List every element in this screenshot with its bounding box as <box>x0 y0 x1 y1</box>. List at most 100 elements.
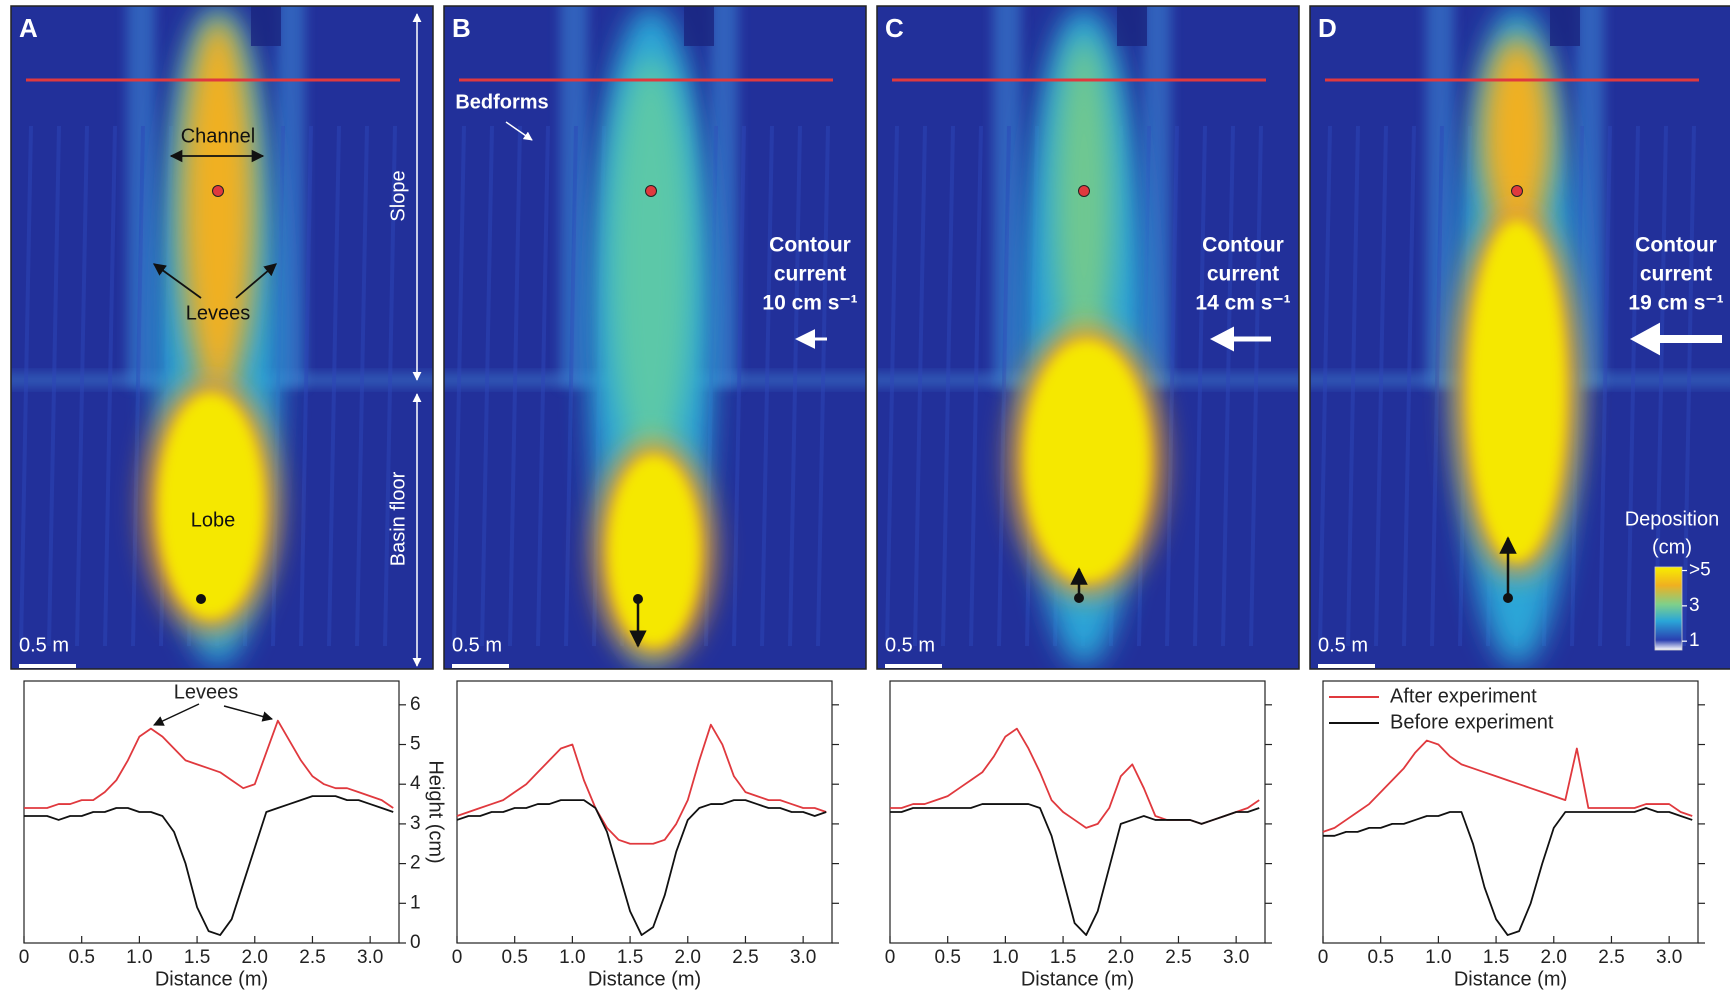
bedform <box>1193 125 1207 647</box>
x-tick-label: 0.5 <box>501 947 527 968</box>
bedform <box>536 125 550 647</box>
scale-label: 0.5 m <box>1318 634 1368 656</box>
current-label: current <box>1207 263 1279 286</box>
x-tick-label: 1.0 <box>559 947 585 968</box>
bedform <box>47 125 61 647</box>
bedform <box>969 125 983 647</box>
bedform <box>480 125 494 647</box>
bedform <box>1626 125 1640 647</box>
bedform <box>508 125 522 647</box>
profile-line <box>456 799 827 936</box>
y-tick-label: 3 <box>410 813 421 834</box>
black-point <box>1074 593 1084 603</box>
plot-frame <box>456 680 833 944</box>
lobe-fill <box>609 456 699 646</box>
bedform <box>1654 125 1668 647</box>
map-image <box>877 6 1299 669</box>
annotation-arrow <box>223 705 274 722</box>
legend-label: After experiment <box>1390 685 1537 707</box>
x-tick-label: 0.5 <box>1367 947 1393 968</box>
red-point <box>645 185 657 197</box>
plot-frame <box>23 680 400 944</box>
bedform <box>941 125 955 647</box>
y-tick-label: 2 <box>410 853 421 874</box>
map-image <box>444 6 866 669</box>
bedform <box>564 125 578 647</box>
x-tick-label: 0.5 <box>68 947 94 968</box>
colorbar-tick-label: 1 <box>1689 630 1700 651</box>
y-tick-label: 1 <box>410 892 421 913</box>
bedform <box>1374 125 1388 647</box>
map-frame <box>10 5 434 670</box>
x-tick-label: 3.0 <box>357 947 383 968</box>
x-axis-label: Distance (m) <box>1021 968 1134 990</box>
colorbar-tick-label: >5 <box>1689 560 1711 581</box>
current-label: 19 cm s⁻¹ <box>1628 292 1723 315</box>
colorbar-title: (cm) <box>1652 536 1692 558</box>
lobe-label: Lobe <box>191 509 236 531</box>
map-panel: A 0.5 m Channel Levees Lobe Slope Basin floor <box>10 5 434 670</box>
x-tick-label: 2.5 <box>299 947 325 968</box>
black-point <box>196 594 206 604</box>
current-arrowhead <box>1210 326 1234 352</box>
current-label: Contour <box>1635 234 1717 257</box>
y-tick-label: 5 <box>410 734 421 755</box>
profile-line <box>24 719 394 809</box>
panel-letter: D <box>1318 13 1337 43</box>
current-label: Contour <box>769 234 851 257</box>
lobe-fill <box>159 394 263 618</box>
x-tick-label: 1.5 <box>1050 947 1076 968</box>
slope-label: Slope <box>387 170 409 221</box>
x-tick-label: 3.0 <box>1223 947 1249 968</box>
x-tick-label: 1.5 <box>184 947 210 968</box>
x-tick-label: 0 <box>452 947 463 968</box>
profile-line <box>1322 739 1693 833</box>
panel-letter: C <box>885 13 904 43</box>
scale-label: 0.5 m <box>19 634 69 656</box>
plot-frame <box>1322 680 1699 944</box>
panel-letter: A <box>19 13 38 43</box>
top-strip <box>251 6 281 46</box>
bedform <box>355 125 369 647</box>
map-panel: B 0.5 m Bedforms Contour current 10 cm s⁻¹ <box>443 5 867 670</box>
levees-label: Levees <box>186 302 251 324</box>
bedform <box>1598 125 1612 647</box>
channel-fill <box>1481 36 1553 236</box>
current-label: 14 cm s⁻¹ <box>1195 292 1290 315</box>
x-axis-label: Distance (m) <box>1454 968 1567 990</box>
top-strip <box>684 6 714 46</box>
bedform <box>1221 125 1235 647</box>
x-axis-label: Distance (m) <box>588 968 701 990</box>
bedform <box>75 125 89 647</box>
basin-label: Basin floor <box>387 471 409 566</box>
bedforms-label: Bedforms <box>455 91 548 113</box>
profile-line <box>890 803 1260 936</box>
bedform <box>732 125 746 647</box>
x-tick-label: 1.0 <box>1425 947 1451 968</box>
levee-arrow <box>235 263 277 299</box>
x-tick-label: 2.5 <box>1165 947 1191 968</box>
x-tick-label: 1.0 <box>992 947 1018 968</box>
x-tick-label: 3.0 <box>1656 947 1682 968</box>
black-point <box>1503 593 1513 603</box>
y-tick-label: 6 <box>410 694 421 715</box>
map-panel: C 0.5 m Contour current 14 cm s⁻¹ <box>876 5 1300 670</box>
black-point <box>633 594 643 604</box>
bedform <box>1249 125 1263 647</box>
legend-label: Before experiment <box>1390 711 1554 733</box>
lobe-fill <box>1469 221 1565 561</box>
bedform <box>1402 125 1416 647</box>
current-label: current <box>774 263 846 286</box>
x-tick-label: 0 <box>1318 947 1329 968</box>
map-image <box>1310 6 1730 669</box>
current-label: current <box>1640 263 1712 286</box>
x-tick-label: 2.5 <box>1598 947 1624 968</box>
map-frame <box>443 5 867 670</box>
current-arrowhead <box>1630 322 1660 356</box>
red-point <box>1078 185 1090 197</box>
map-frame <box>876 5 1300 670</box>
bedform <box>103 125 117 647</box>
profile-line <box>456 723 827 845</box>
x-tick-label: 2.0 <box>1541 947 1567 968</box>
